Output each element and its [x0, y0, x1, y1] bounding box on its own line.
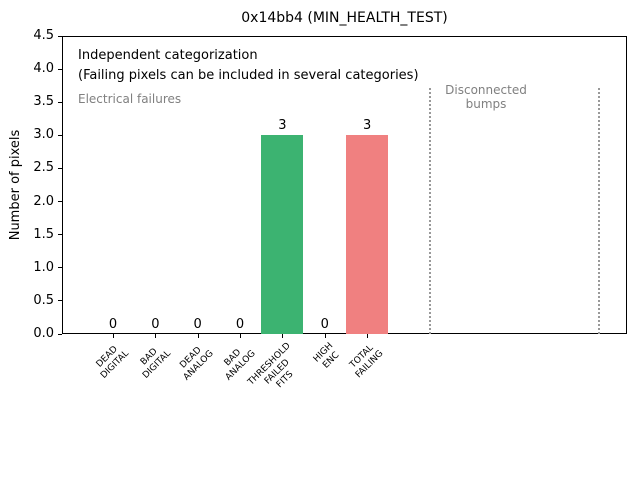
y-tick-label: 2.0: [33, 193, 54, 209]
y-tick-mark: [58, 333, 62, 335]
y-tick-label: 1.0: [33, 259, 54, 275]
y-tick-mark: [58, 300, 62, 302]
y-tick-mark: [58, 201, 62, 203]
chart-title: 0x14bb4 (MIN_HEALTH_TEST): [241, 10, 448, 26]
group-label-disconnected-bumps: Disconnected bumps: [445, 83, 527, 111]
bar-value-label: 3: [278, 118, 287, 134]
x-category-label: BAD DIGITAL: [139, 346, 174, 381]
y-tick-label: 3.5: [33, 94, 54, 110]
bar-value-label: 3: [362, 118, 372, 134]
x-category-label: THRESHOLD FAILED FITS: [246, 341, 295, 390]
group-label-electrical-failures: Electrical failures: [78, 92, 182, 106]
bar-value-label: 0: [108, 317, 118, 332]
y-tick-mark: [58, 101, 62, 103]
y-tick-mark: [58, 35, 62, 37]
y-tick-label: 0.0: [33, 326, 54, 341]
y-tick-label: 1.5: [33, 226, 54, 242]
x-tick-mark: [367, 334, 369, 338]
x-category-label: DEAD DIGITAL: [94, 344, 131, 381]
disconnected-region-guide-line: [598, 88, 600, 334]
note-failing-pixels-caption: (Failing pixels can be included in sever…: [78, 68, 419, 83]
bar-value-label: 0: [151, 317, 160, 332]
y-tick-mark: [58, 267, 62, 269]
plot-area: [62, 36, 627, 334]
y-tick-mark: [58, 234, 62, 236]
bar-value-label: 0: [235, 317, 245, 332]
x-tick-mark: [282, 334, 284, 338]
x-tick-mark: [240, 334, 242, 338]
bar: [261, 135, 304, 334]
disconnected-region-guide-line: [429, 88, 431, 334]
bar-value-label: 0: [320, 317, 329, 332]
x-tick-mark: [197, 334, 199, 338]
y-tick-label: 2.5: [33, 160, 54, 176]
x-tick-mark: [113, 334, 114, 338]
x-category-label: TOTAL FAILING: [347, 343, 385, 381]
y-tick-label: 3.0: [33, 127, 54, 143]
y-tick-label: 0.5: [33, 292, 54, 308]
bar-value-label: 0: [193, 317, 202, 332]
note-independent-categorization: Independent categorization: [78, 48, 258, 63]
y-tick-mark: [58, 134, 62, 136]
x-category-label: HIGH ENC: [311, 341, 341, 371]
x-tick-mark: [324, 334, 326, 338]
y-tick-mark: [58, 68, 62, 70]
x-category-label: DEAD ANALOG: [178, 345, 216, 383]
bar: [346, 135, 389, 334]
y-tick-mark: [58, 167, 62, 169]
y-tick-label: 4.5: [33, 28, 54, 43]
x-tick-mark: [155, 334, 157, 338]
y-tick-label: 4.0: [33, 61, 54, 77]
